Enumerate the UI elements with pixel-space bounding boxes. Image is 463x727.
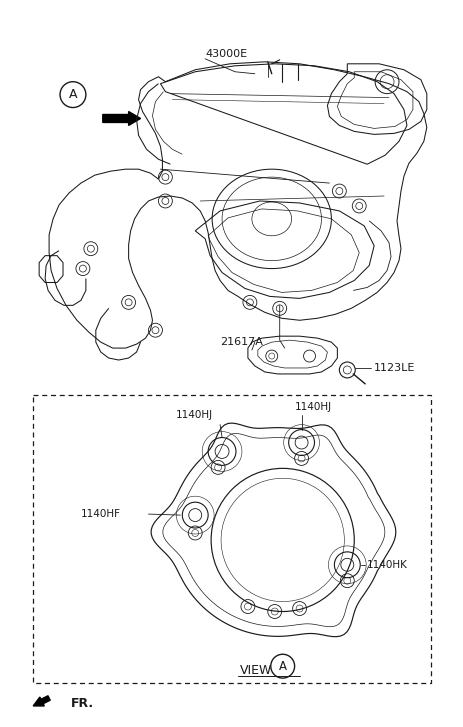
- Text: 1140HF: 1140HF: [81, 509, 121, 519]
- Text: 21617A: 21617A: [219, 337, 263, 347]
- Text: 43000E: 43000E: [205, 49, 247, 59]
- Text: A: A: [69, 88, 77, 101]
- Text: 1140HJ: 1140HJ: [175, 410, 212, 419]
- Bar: [33, 395, 430, 683]
- Text: 1140HK: 1140HK: [366, 560, 407, 570]
- Text: VIEW: VIEW: [239, 664, 272, 677]
- Text: FR.: FR.: [71, 697, 94, 710]
- Text: 1140HJ: 1140HJ: [294, 402, 331, 411]
- FancyArrow shape: [103, 111, 140, 126]
- FancyArrow shape: [33, 696, 50, 706]
- Text: 1123LE: 1123LE: [373, 363, 415, 373]
- Text: A: A: [278, 659, 286, 672]
